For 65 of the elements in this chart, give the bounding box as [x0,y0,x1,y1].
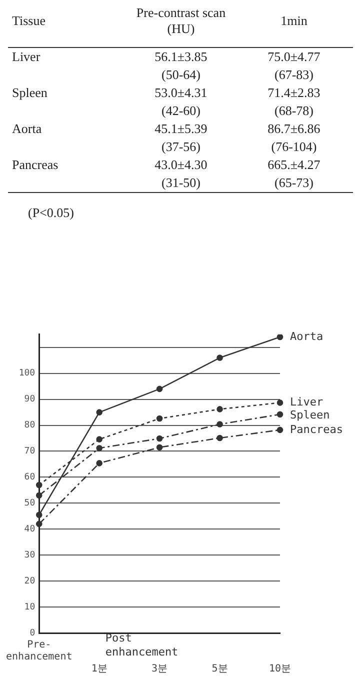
y-tick-label: 100 [18,368,36,379]
text: 75.0±4.77 [266,48,322,66]
text: (65-73) [235,174,353,192]
text: Tissue [8,0,127,48]
point [276,411,284,418]
x-axis-title: Post enhancement [105,631,178,658]
point [36,512,42,518]
y-tick-label: 80 [24,420,36,431]
point [156,386,163,392]
series-label: Pancreas [290,422,343,436]
text: Aorta [11,120,43,138]
point [156,444,163,450]
point [96,444,102,452]
text: Liver [11,48,42,66]
y-tick-label: 30 [24,550,36,560]
y-tick-label: 60 [24,472,36,483]
text: (50-64) [160,66,202,84]
y-tick-label: 90 [24,394,36,405]
text: Pre-contrast scan (HU) [127,0,235,48]
text: Pancreas [11,156,60,174]
x-tick-label: 10분 [268,664,292,675]
text: Spleen [11,84,48,102]
text: (31-50) [127,174,235,192]
y-tick-label: 40 [24,524,36,534]
text: (P<0.05) [28,205,75,221]
text: 86.7±6.86 [266,120,322,138]
point [216,354,223,361]
text: 43.0±4.30 [154,156,208,174]
x-tick-label: 1분 [91,664,108,675]
point [216,421,223,428]
point [216,434,223,442]
text: (68-78) [274,102,314,120]
point [36,482,42,488]
text: (37-56) [160,138,202,156]
x-tick-label: 5분 [212,664,228,675]
series-label: Liver [290,396,324,409]
text: (42-60) [160,102,202,120]
y-tick-label: 20 [24,576,36,586]
point [276,400,284,406]
text: 71.4±2.83 [266,84,322,102]
series-label: Spleen [290,408,330,422]
y-tick-label: 70 [24,446,36,457]
text: 665.±4.27 [266,156,322,174]
y-tick-label: 0 [30,628,36,638]
point [216,406,223,412]
series-label: Aorta [290,330,324,343]
y-tick-label: 10 [24,602,36,612]
point [36,492,42,499]
text: 45.1±5.39 [154,120,208,138]
point [156,435,163,442]
text: 1min [235,0,353,48]
text: 53.0±4.31 [154,84,208,102]
point [96,436,102,442]
x-tick-label: 3분 [152,664,168,675]
point [36,520,42,528]
x-tick-label: Pre-enhancement [6,640,72,663]
point [96,409,102,416]
point [276,334,284,340]
text: (76-104) [270,138,318,156]
point [156,415,163,422]
y-tick-label: 50 [24,498,36,509]
point [96,460,102,466]
text: (67-83) [274,66,314,84]
point [276,426,284,434]
text: 56.1±3.85 [154,48,208,66]
